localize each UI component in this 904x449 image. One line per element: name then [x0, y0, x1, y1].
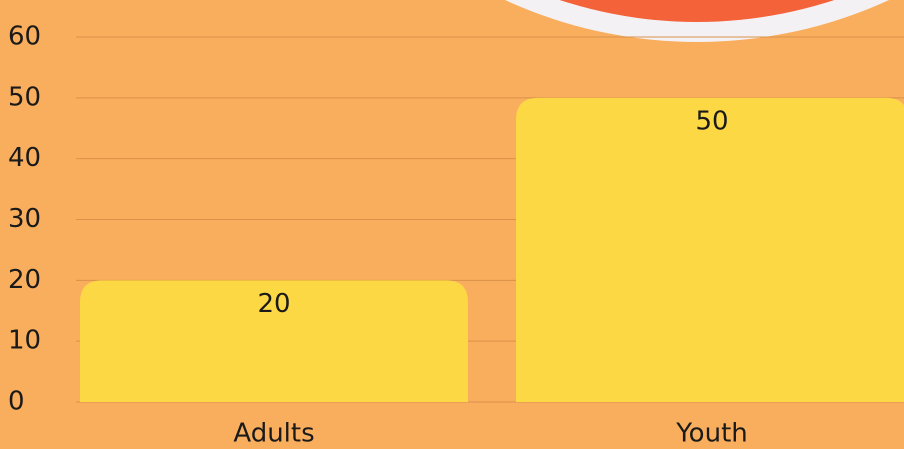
- bar: [80, 280, 468, 402]
- decor-circle: [559, 0, 835, 22]
- value-label: 50: [695, 106, 728, 136]
- y-tick-label: 50: [8, 82, 41, 112]
- y-tick-label: 20: [8, 265, 41, 295]
- y-tick-label: 30: [8, 204, 41, 234]
- y-tick-label: 0: [8, 387, 25, 417]
- y-tick-label: 60: [8, 22, 41, 52]
- x-tick-label: Youth: [675, 419, 748, 449]
- bar: [516, 97, 904, 402]
- y-tick-label: 10: [8, 326, 41, 356]
- x-tick-label: Adults: [233, 419, 314, 449]
- y-tick-label: 40: [8, 143, 41, 173]
- value-label: 20: [257, 289, 290, 319]
